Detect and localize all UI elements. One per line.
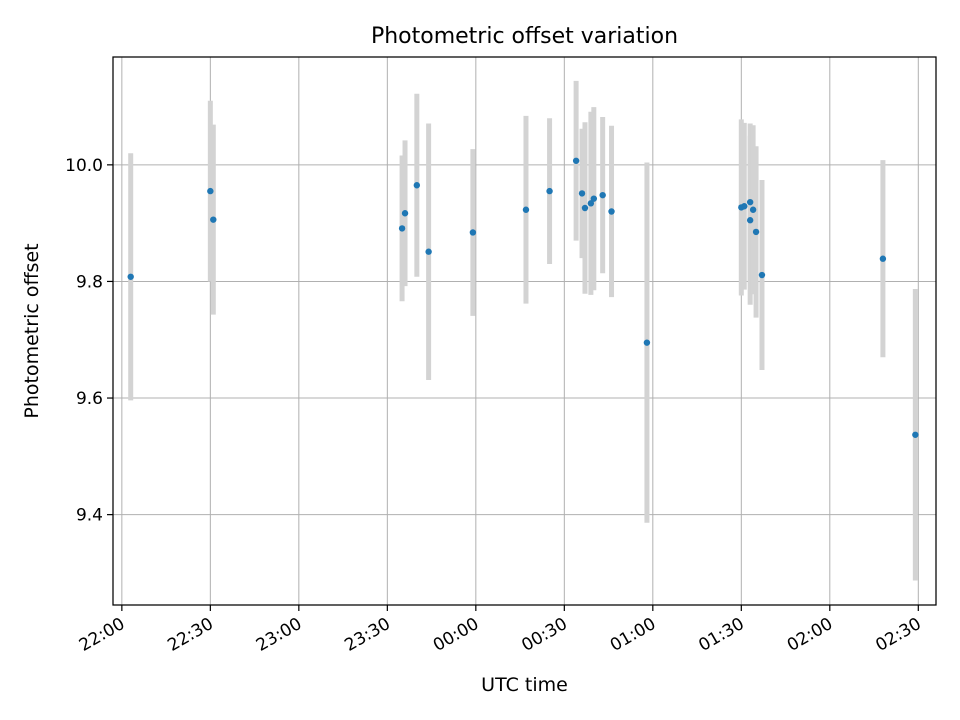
data-point <box>207 187 214 195</box>
data-point <box>413 182 421 189</box>
y-axis-ticks: 9.4 9.6 9.8 10.0 <box>65 156 113 526</box>
data-point <box>746 198 754 206</box>
plot-frame <box>112 56 937 606</box>
y-tick-label: 9.8 <box>76 272 103 292</box>
chart-title: Photometric offset variation <box>371 24 678 49</box>
x-axis-label: UTC time <box>481 674 568 696</box>
y-tick-label: 9.6 <box>76 389 103 409</box>
data-point <box>587 200 595 207</box>
data-point <box>425 248 432 255</box>
data-point <box>210 216 217 223</box>
data-points <box>127 157 919 438</box>
data-point <box>127 273 134 280</box>
data-point <box>741 203 748 210</box>
data-point <box>599 191 606 199</box>
data-point <box>590 195 598 202</box>
data-point <box>643 339 651 346</box>
y-tick-label: 9.4 <box>76 506 103 526</box>
data-point <box>749 206 757 213</box>
data-point <box>608 208 615 215</box>
data-point <box>546 187 553 195</box>
data-point <box>578 190 586 197</box>
data-point <box>758 271 766 279</box>
data-point <box>469 229 477 236</box>
data-point <box>752 228 760 236</box>
y-axis-label: Photometric offset <box>21 243 43 418</box>
data-point <box>879 255 887 262</box>
data-point <box>398 225 406 232</box>
data-point <box>746 217 754 224</box>
data-point <box>522 206 530 213</box>
data-point <box>581 204 589 212</box>
y-tick-label: 10.0 <box>65 156 103 176</box>
data-point <box>912 431 919 438</box>
data-point <box>401 210 409 217</box>
data-point <box>572 157 580 164</box>
